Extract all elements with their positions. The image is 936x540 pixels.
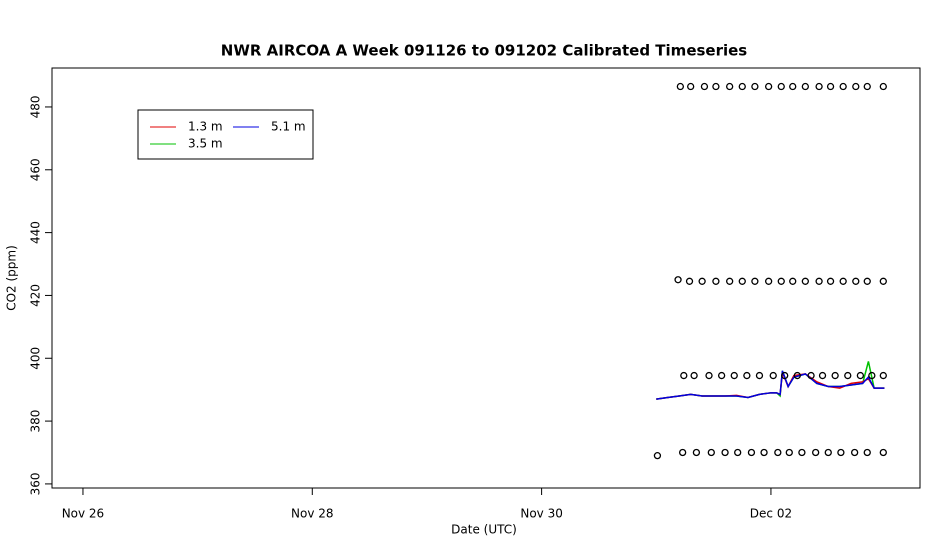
data-point xyxy=(676,82,685,91)
data-point xyxy=(831,371,839,380)
series-line xyxy=(656,370,885,400)
chart-title: NWR AIRCOA A Week 091126 to 091202 Calib… xyxy=(221,42,748,60)
legend-box xyxy=(137,109,314,160)
legend-label: 5.1 m xyxy=(271,120,306,134)
y-tick-label: 380 xyxy=(29,410,43,433)
plot-frame xyxy=(51,67,921,489)
data-point xyxy=(801,82,809,91)
data-point xyxy=(690,371,698,380)
data-point xyxy=(764,82,773,91)
data-point xyxy=(826,277,835,285)
data-point xyxy=(678,448,687,457)
data-point xyxy=(743,371,751,380)
data-point xyxy=(852,82,860,91)
y-tick-label: 460 xyxy=(29,158,43,181)
y-axis-label: CO2 (ppm) xyxy=(5,245,19,311)
data-point xyxy=(680,371,688,380)
data-point xyxy=(707,448,715,457)
data-point xyxy=(798,448,806,457)
data-point xyxy=(844,371,852,380)
data-point xyxy=(726,82,734,91)
data-point xyxy=(751,82,759,91)
data-point xyxy=(712,277,720,285)
data-point xyxy=(839,277,847,285)
data-point xyxy=(863,82,871,91)
data-point xyxy=(692,448,701,457)
data-point xyxy=(769,371,777,380)
data-point xyxy=(755,371,764,380)
data-point xyxy=(700,82,709,91)
data-point xyxy=(879,371,887,380)
data-point xyxy=(774,448,782,457)
x-tick-label: Nov 28 xyxy=(291,507,334,521)
data-point xyxy=(879,448,887,457)
data-point xyxy=(734,448,742,457)
data-point xyxy=(879,82,887,91)
data-point xyxy=(738,277,746,285)
data-point xyxy=(826,82,835,91)
data-point xyxy=(839,82,847,91)
data-point xyxy=(687,82,695,91)
y-tick-label: 420 xyxy=(29,284,43,307)
data-point xyxy=(751,277,759,285)
data-point xyxy=(856,371,865,380)
data-point xyxy=(721,448,729,457)
data-point xyxy=(815,82,823,91)
data-point xyxy=(781,371,789,380)
data-point xyxy=(793,371,801,380)
data-point xyxy=(801,277,809,285)
data-point xyxy=(777,277,785,285)
y-tick-label: 440 xyxy=(29,221,43,244)
data-point xyxy=(824,448,832,457)
y-tick-label: 480 xyxy=(29,95,43,118)
data-point xyxy=(812,448,820,457)
y-tick-label: 400 xyxy=(29,347,43,370)
data-point xyxy=(863,277,871,285)
data-point xyxy=(717,371,726,380)
data-point xyxy=(815,277,823,285)
legend-label: 1.3 m xyxy=(188,120,223,134)
data-point xyxy=(777,82,785,91)
data-point xyxy=(726,277,734,285)
data-point xyxy=(785,448,793,457)
data-point xyxy=(738,82,746,91)
data-point xyxy=(730,371,738,380)
data-point xyxy=(852,277,860,285)
data-point xyxy=(674,276,682,284)
data-point xyxy=(789,277,797,285)
data-point xyxy=(653,451,662,460)
data-point xyxy=(712,82,720,91)
data-point xyxy=(764,277,773,285)
y-tick-label: 360 xyxy=(29,472,43,495)
data-point xyxy=(698,277,706,285)
data-point xyxy=(818,371,827,380)
data-point xyxy=(850,448,859,457)
x-tick-label: Nov 30 xyxy=(520,507,563,521)
data-point xyxy=(837,448,845,457)
data-point xyxy=(879,277,887,285)
legend-label: 3.5 m xyxy=(188,137,223,151)
data-point xyxy=(863,448,871,457)
data-point xyxy=(868,371,876,380)
data-point xyxy=(760,448,768,457)
x-tick-label: Nov 26 xyxy=(62,507,105,521)
data-point xyxy=(685,277,694,285)
x-axis-label: Date (UTC) xyxy=(451,523,517,537)
data-point xyxy=(807,371,815,380)
data-point xyxy=(747,448,756,457)
data-point xyxy=(705,371,713,380)
x-tick-label: Dec 02 xyxy=(750,507,792,521)
data-point xyxy=(789,82,797,91)
